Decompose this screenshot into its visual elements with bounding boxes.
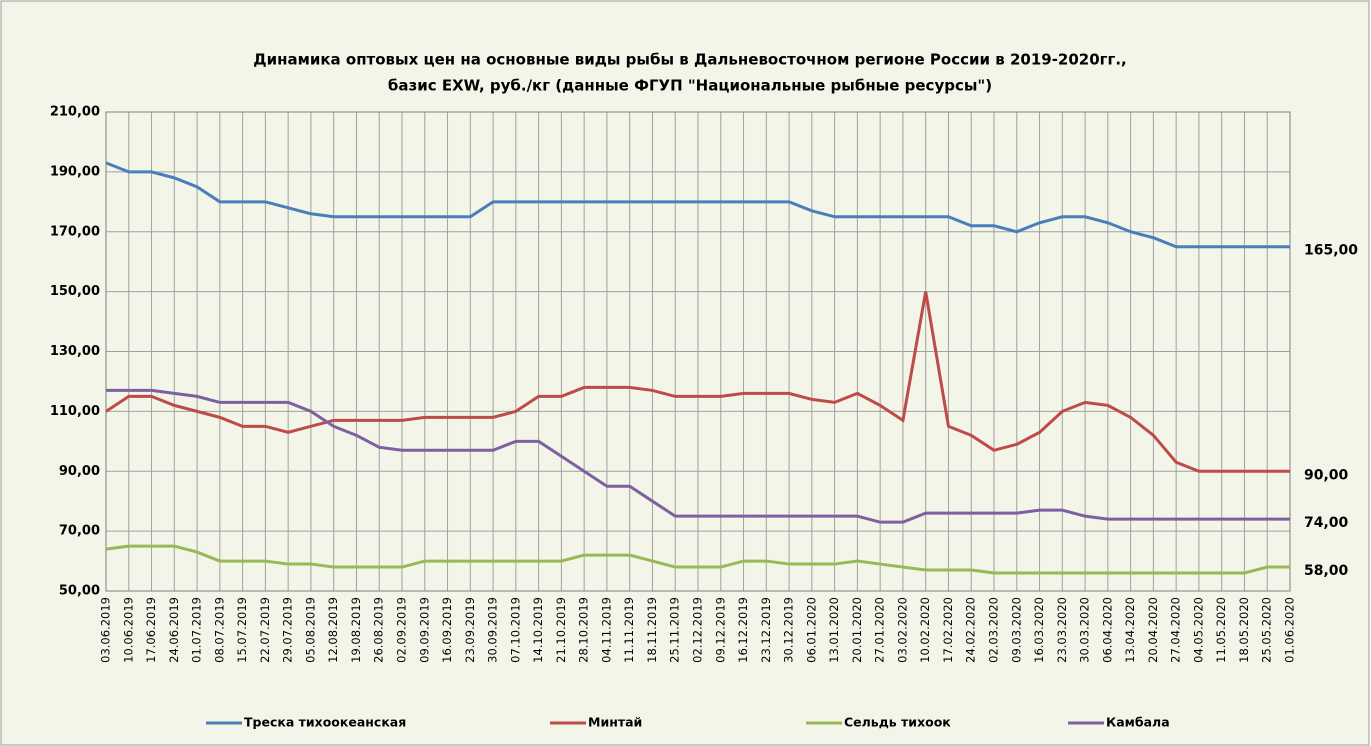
chart: Динамика оптовых цен на основные виды ры…	[0, 0, 1371, 746]
x-tick-label: 09.12.2019	[713, 597, 727, 663]
x-tick-label: 30.09.2019	[486, 597, 500, 663]
x-tick-label: 06.01.2020	[804, 597, 818, 663]
x-tick-label: 16.09.2019	[440, 597, 454, 663]
legend-label: Камбала	[1106, 715, 1170, 730]
x-tick-label: 30.12.2019	[782, 597, 796, 663]
x-tick-label: 13.01.2020	[827, 597, 841, 663]
x-tick-label: 20.04.2020	[1146, 597, 1160, 663]
x-tick-label: 08.07.2019	[212, 597, 226, 663]
x-tick-label: 06.04.2020	[1100, 597, 1114, 663]
y-tick-label: 190,00	[50, 164, 100, 179]
x-tick-label: 09.09.2019	[417, 597, 431, 663]
data-label: 165,00	[1304, 243, 1358, 259]
x-tick-label: 11.11.2019	[622, 597, 636, 663]
x-tick-label: 17.06.2019	[144, 597, 158, 663]
legend-label: Сельдь тихоок	[844, 715, 951, 730]
x-tick-label: 04.11.2019	[599, 597, 613, 663]
x-tick-label: 01.07.2019	[190, 597, 204, 663]
x-tick-label: 23.12.2019	[759, 597, 773, 663]
y-tick-label: 90,00	[59, 464, 100, 479]
x-tick-label: 21.10.2019	[554, 597, 568, 663]
x-tick-label: 10.06.2019	[121, 597, 135, 663]
x-tick-label: 30.03.2020	[1078, 597, 1092, 663]
legend-label: Треска тихоокеанская	[244, 715, 406, 730]
x-tick-label: 24.06.2019	[167, 597, 181, 663]
x-tick-label: 11.05.2020	[1214, 597, 1228, 663]
legend-label: Минтай	[588, 715, 642, 730]
x-tick-label: 14.10.2019	[531, 597, 545, 663]
x-tick-label: 13.04.2020	[1123, 597, 1137, 663]
y-tick-label: 210,00	[50, 105, 100, 120]
y-tick-label: 130,00	[50, 344, 100, 359]
x-tick-label: 18.05.2020	[1237, 597, 1251, 663]
x-tick-label: 03.06.2019	[99, 597, 113, 663]
x-tick-label: 15.07.2019	[235, 597, 249, 663]
x-tick-label: 04.05.2020	[1191, 597, 1205, 663]
x-tick-label: 20.01.2020	[850, 597, 864, 663]
chart-title: Динамика оптовых цен на основные виды ры…	[253, 51, 1127, 69]
x-tick-label: 02.12.2019	[691, 597, 705, 663]
x-tick-label: 28.10.2019	[577, 597, 591, 663]
x-tick-label: 29.07.2019	[281, 597, 295, 663]
x-tick-label: 16.03.2020	[1032, 597, 1046, 663]
x-tick-label: 27.01.2020	[873, 597, 887, 663]
x-tick-label: 26.08.2019	[372, 597, 386, 663]
chart-subtitle: базис EXW, руб./кг (данные ФГУП "Национа…	[388, 77, 992, 95]
x-tick-label: 16.12.2019	[736, 597, 750, 663]
x-tick-label: 24.02.2020	[964, 597, 978, 663]
x-tick-label: 03.02.2020	[895, 597, 909, 663]
x-tick-label: 05.08.2019	[303, 597, 317, 663]
x-tick-label: 18.11.2019	[645, 597, 659, 663]
x-tick-label: 25.11.2019	[668, 597, 682, 663]
chart-background	[1, 1, 1369, 745]
data-label: 74,00	[1304, 515, 1349, 531]
x-tick-label: 02.03.2020	[987, 597, 1001, 663]
x-tick-label: 17.02.2020	[941, 597, 955, 663]
x-tick-label: 09.03.2020	[1009, 597, 1023, 663]
x-tick-label: 01.06.2020	[1283, 597, 1297, 663]
x-tick-label: 23.09.2019	[463, 597, 477, 663]
x-tick-label: 10.02.2020	[918, 597, 932, 663]
x-tick-label: 23.03.2020	[1055, 597, 1069, 663]
x-tick-label: 22.07.2019	[258, 597, 272, 663]
data-label: 58,00	[1304, 563, 1349, 579]
y-tick-label: 70,00	[59, 524, 100, 539]
y-tick-label: 170,00	[50, 224, 100, 239]
x-tick-label: 27.04.2020	[1169, 597, 1183, 663]
x-tick-label: 07.10.2019	[508, 597, 522, 663]
data-label: 90,00	[1304, 467, 1349, 483]
x-tick-label: 02.09.2019	[395, 597, 409, 663]
y-tick-label: 150,00	[50, 284, 100, 299]
x-tick-label: 25.05.2020	[1260, 597, 1274, 663]
x-tick-label: 19.08.2019	[349, 597, 363, 663]
y-tick-label: 50,00	[59, 584, 100, 599]
y-tick-label: 110,00	[50, 404, 100, 419]
x-tick-label: 12.08.2019	[326, 597, 340, 663]
